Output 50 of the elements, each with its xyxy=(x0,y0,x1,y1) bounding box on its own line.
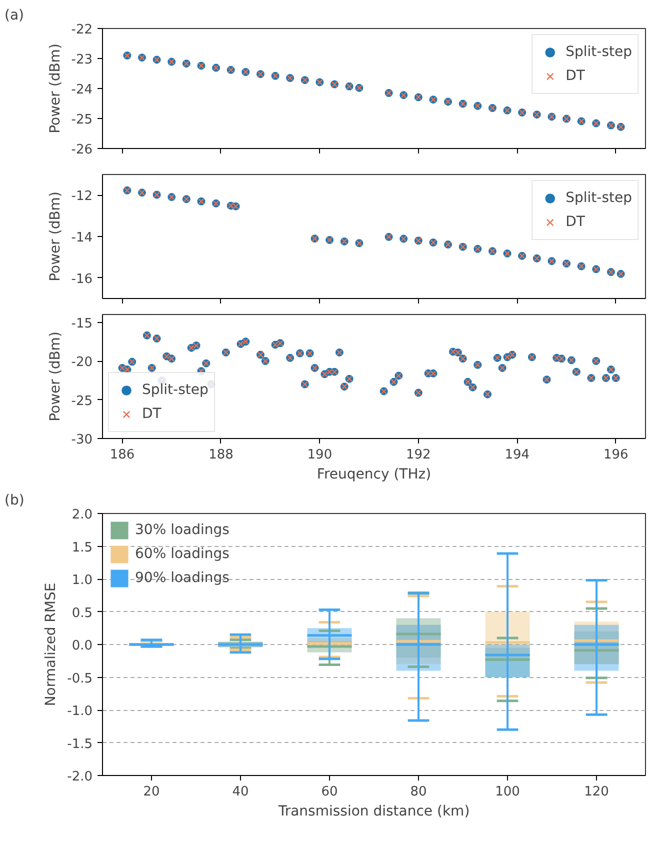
legend-label: DT xyxy=(566,68,586,84)
y-tick-label: -15 xyxy=(71,316,92,332)
x-tick-label: 188 xyxy=(208,448,234,462)
legend-label: DT xyxy=(566,214,586,230)
y-axis-title: Power (dBm) xyxy=(47,332,64,422)
y-tick-label: 0.0 xyxy=(72,638,93,654)
y-tick-label: 1.5 xyxy=(72,540,93,556)
y-tick-label: 0.5 xyxy=(72,606,93,621)
y-axis-title: Power (dBm) xyxy=(47,44,64,134)
x-tick-label: 190 xyxy=(307,448,332,462)
y-tick-label: -14 xyxy=(71,230,92,246)
y-tick-label: 2.0 xyxy=(72,508,93,522)
x-tick-label: 194 xyxy=(504,448,530,462)
y-tick-label: -1.5 xyxy=(67,736,93,752)
legend-label: 30% loadings xyxy=(135,522,230,538)
y-tick-label: -24 xyxy=(71,82,92,98)
text: (a) xyxy=(4,8,24,24)
legend-label: 90% loadings xyxy=(135,570,230,586)
x-tick-label: 100 xyxy=(495,784,520,800)
x-axis-title: Freuqency (THz) xyxy=(316,466,432,482)
y-tick-label: -22 xyxy=(71,22,92,38)
x-tick-label: 186 xyxy=(110,448,135,462)
text: (b) xyxy=(4,492,24,508)
y-tick-label: -12 xyxy=(71,189,92,204)
y-tick-label: -25 xyxy=(71,112,92,128)
y-tick-label: -20 xyxy=(71,355,92,370)
y-axis-title: Power (dBm) xyxy=(47,192,64,282)
y-tick-label: -26 xyxy=(71,142,92,158)
y-tick-label: -30 xyxy=(71,432,92,448)
legend-label: Split-step xyxy=(142,382,208,398)
y-axis-title: Normalized RMSE xyxy=(43,582,60,706)
y-tick-label: -0.5 xyxy=(67,671,93,686)
x-tick-label: 40 xyxy=(232,784,249,800)
y-tick-label: -23 xyxy=(71,52,92,68)
legend-label: Split-step xyxy=(566,190,632,206)
legend-label: DT xyxy=(142,406,162,422)
y-tick-label: 1.0 xyxy=(72,573,93,588)
y-tick-label: -25 xyxy=(71,394,92,409)
x-tick-label: 20 xyxy=(143,784,160,800)
legend-label: Split-step xyxy=(566,44,632,60)
x-tick-label: 120 xyxy=(584,784,609,800)
y-tick-label: -1.0 xyxy=(67,704,93,719)
x-axis-title: Transmission distance (km) xyxy=(277,804,470,820)
y-tick-label: -16 xyxy=(71,272,92,287)
legend-label: 60% loadings xyxy=(135,546,230,562)
y-tick-label: -2.0 xyxy=(67,770,93,784)
x-tick-label: 60 xyxy=(321,784,338,800)
x-tick-label: 80 xyxy=(410,784,427,800)
x-tick-label: 192 xyxy=(406,448,431,462)
x-tick-label: 196 xyxy=(603,448,628,462)
